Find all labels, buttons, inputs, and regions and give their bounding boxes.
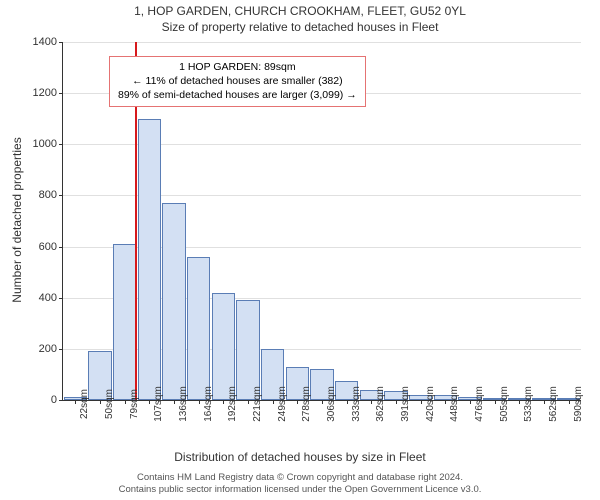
ytick-mark bbox=[59, 195, 63, 196]
xtick-label: 249sqm bbox=[277, 386, 288, 422]
xtick-mark bbox=[519, 400, 520, 404]
ytick-mark bbox=[59, 93, 63, 94]
ytick-label: 400 bbox=[39, 292, 57, 304]
xtick-label: 192sqm bbox=[227, 386, 238, 422]
xtick-mark bbox=[396, 400, 397, 404]
chart-footer: Contains HM Land Registry data © Crown c… bbox=[0, 472, 600, 496]
xtick-label: 278sqm bbox=[301, 386, 312, 422]
xtick-label: 476sqm bbox=[474, 386, 485, 422]
xtick-label: 391sqm bbox=[400, 386, 411, 422]
xtick-mark bbox=[149, 400, 150, 404]
xtick-label: 164sqm bbox=[203, 386, 214, 422]
legend-line2: ← 11% of detached houses are smaller (38… bbox=[118, 74, 357, 88]
gridline bbox=[63, 42, 581, 43]
footer-line-2: Contains public sector information licen… bbox=[0, 484, 600, 496]
xtick-mark bbox=[199, 400, 200, 404]
histogram-bar bbox=[187, 257, 210, 400]
xtick-label: 22sqm bbox=[79, 389, 90, 419]
ytick-label: 1400 bbox=[33, 36, 57, 48]
xtick-mark bbox=[569, 400, 570, 404]
histogram-bar bbox=[138, 119, 161, 400]
xtick-label: 306sqm bbox=[326, 386, 337, 422]
xtick-mark bbox=[322, 400, 323, 404]
histogram-bar bbox=[212, 293, 235, 400]
ytick-mark bbox=[59, 144, 63, 145]
xtick-label: 221sqm bbox=[252, 386, 263, 422]
xtick-label: 79sqm bbox=[129, 389, 140, 419]
xtick-mark bbox=[544, 400, 545, 404]
histogram-bar bbox=[236, 300, 259, 400]
xtick-mark bbox=[421, 400, 422, 404]
histogram-bar bbox=[113, 244, 136, 400]
xtick-mark bbox=[100, 400, 101, 404]
xtick-mark bbox=[174, 400, 175, 404]
xtick-mark bbox=[470, 400, 471, 404]
histogram-chart: 1, HOP GARDEN, CHURCH CROOKHAM, FLEET, G… bbox=[0, 0, 600, 500]
plot-area: 020040060080010001200140022sqm50sqm79sqm… bbox=[62, 42, 581, 401]
ytick-label: 600 bbox=[39, 241, 57, 253]
xtick-mark bbox=[223, 400, 224, 404]
chart-subtitle: Size of property relative to detached ho… bbox=[0, 20, 600, 34]
xtick-mark bbox=[347, 400, 348, 404]
ytick-label: 0 bbox=[51, 394, 57, 406]
ytick-mark bbox=[59, 42, 63, 43]
ytick-label: 1000 bbox=[33, 138, 57, 150]
property-legend: 1 HOP GARDEN: 89sqm← 11% of detached hou… bbox=[109, 56, 366, 107]
ytick-mark bbox=[59, 298, 63, 299]
xtick-label: 420sqm bbox=[425, 386, 436, 422]
xtick-label: 136sqm bbox=[178, 386, 189, 422]
x-axis-label: Distribution of detached houses by size … bbox=[0, 450, 600, 464]
xtick-mark bbox=[125, 400, 126, 404]
xtick-label: 362sqm bbox=[375, 386, 386, 422]
histogram-bar bbox=[162, 203, 185, 400]
legend-line1: 1 HOP GARDEN: 89sqm bbox=[118, 60, 357, 74]
xtick-mark bbox=[445, 400, 446, 404]
ytick-mark bbox=[59, 247, 63, 248]
xtick-mark bbox=[297, 400, 298, 404]
xtick-mark bbox=[248, 400, 249, 404]
legend-line3: 89% of semi-detached houses are larger (… bbox=[118, 88, 357, 102]
y-axis-label: Number of detached properties bbox=[10, 120, 24, 320]
ytick-mark bbox=[59, 400, 63, 401]
ytick-label: 800 bbox=[39, 189, 57, 201]
ytick-label: 200 bbox=[39, 343, 57, 355]
ytick-label: 1200 bbox=[33, 87, 57, 99]
xtick-label: 505sqm bbox=[499, 386, 510, 422]
xtick-label: 448sqm bbox=[449, 386, 460, 422]
xtick-mark bbox=[273, 400, 274, 404]
footer-line-1: Contains HM Land Registry data © Crown c… bbox=[0, 472, 600, 484]
xtick-mark bbox=[75, 400, 76, 404]
ytick-mark bbox=[59, 349, 63, 350]
xtick-label: 590sqm bbox=[573, 386, 584, 422]
xtick-mark bbox=[371, 400, 372, 404]
xtick-label: 533sqm bbox=[523, 386, 534, 422]
xtick-label: 333sqm bbox=[351, 386, 362, 422]
xtick-label: 50sqm bbox=[104, 389, 115, 419]
xtick-label: 562sqm bbox=[548, 386, 559, 422]
xtick-label: 107sqm bbox=[153, 386, 164, 422]
chart-title: 1, HOP GARDEN, CHURCH CROOKHAM, FLEET, G… bbox=[0, 4, 600, 18]
xtick-mark bbox=[495, 400, 496, 404]
